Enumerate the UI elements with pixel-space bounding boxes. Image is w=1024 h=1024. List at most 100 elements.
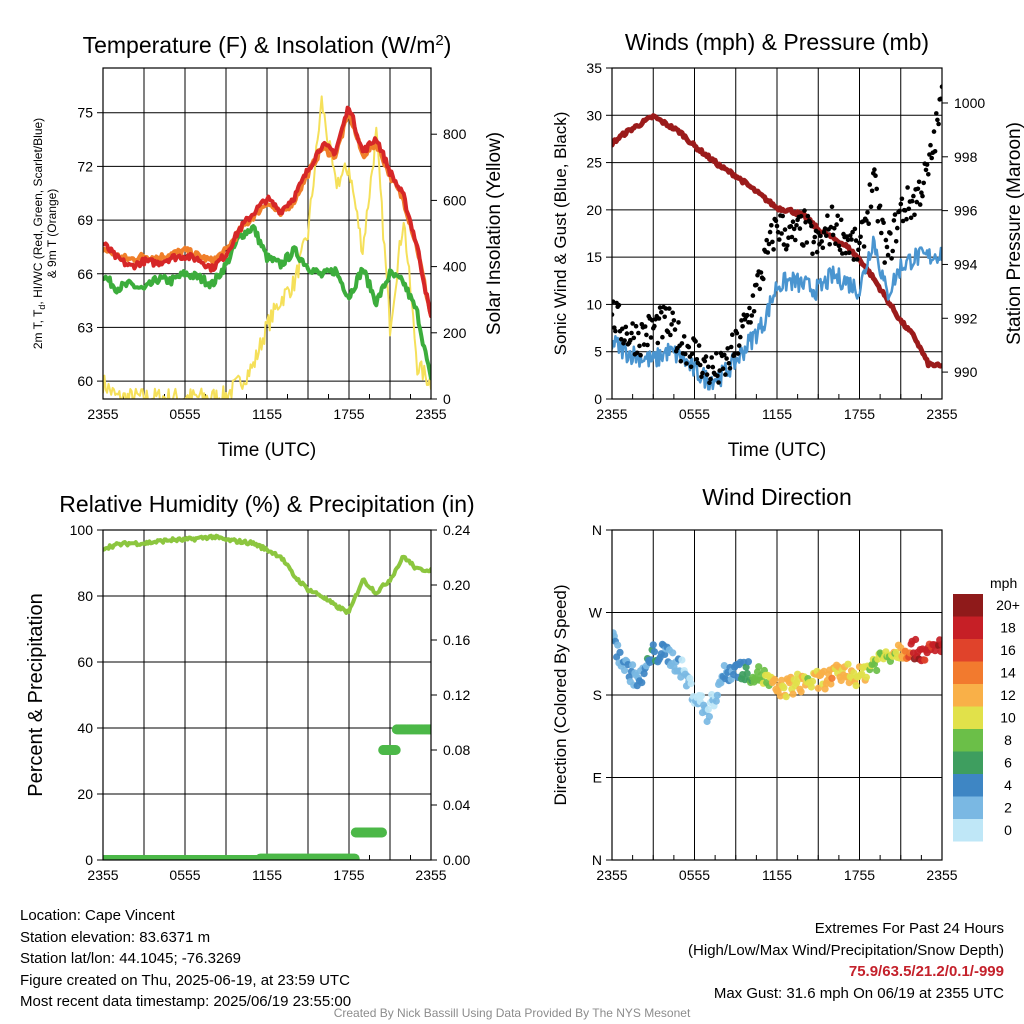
direction-point [938,641,942,649]
gust-point [833,241,838,246]
gust-point [916,179,922,185]
direction-point [912,635,920,644]
gust-point [932,149,938,154]
tick-label-left: S [593,687,602,703]
gust-point [929,155,934,161]
gust-point [879,230,884,236]
y-axis-label-left: Direction (Colored By Speed) [551,584,570,805]
tick-label-left: 5 [594,344,602,360]
gust-point [747,305,752,311]
gust-point [801,243,806,248]
gust-point [754,282,759,288]
gust-point [782,227,788,232]
gust-point [663,306,669,311]
direction-point [852,682,860,690]
gust-point [751,309,757,314]
colorbar-swatch [953,796,983,819]
gust-point [931,129,937,134]
gust-point [908,215,914,221]
direction-point [649,641,657,649]
tick-label-x: 1755 [844,867,875,883]
gust-point [906,206,912,212]
colorbar-swatch [953,684,983,707]
gust-point [679,341,685,346]
gust-point [892,212,898,217]
tick-label-x: 1155 [252,406,282,422]
gust-point [770,239,775,245]
gust-point [669,322,674,327]
gust-point [710,364,716,370]
gust-point [785,243,790,248]
gust-point [868,204,874,210]
gust-point [873,173,878,178]
gust-point [764,237,769,243]
direction-point [742,663,750,671]
gust-point [726,361,732,366]
direction-point [650,648,659,656]
tick-label-right: 990 [954,364,978,380]
gust-point [629,330,634,336]
extremes-info: Extremes For Past 24 Hours (High/Low/Max… [688,918,1004,1004]
gust-point [890,248,895,254]
gust-point [744,312,750,318]
panel-title: Temperature (F) & Insolation (W/m2) [83,32,452,58]
gust-point [843,250,849,256]
direction-point [797,688,805,696]
colorbar-label: 8 [1004,732,1012,748]
tick-label-left: 10 [586,296,602,312]
direction-point [717,679,725,687]
gust-point [707,380,712,386]
tick-label-right: 0.04 [443,797,470,813]
gust-point [704,372,710,377]
tick-label-x: 2355 [926,406,957,422]
figure-created: Figure created on Thu, 2025-06-19, at 23… [20,971,350,989]
gust-point [822,226,828,231]
gust-point [881,220,886,225]
gust-point [668,332,673,338]
gust-point [824,233,829,238]
gust-point [628,337,633,343]
gust-point [697,362,703,368]
gust-point [636,330,641,336]
gust-point [794,223,799,228]
gust-point [686,344,692,350]
gust-point [767,229,773,235]
gust-point [861,244,867,249]
gust-point [761,276,766,282]
gust-point [888,231,893,236]
gust-point [857,240,862,246]
plot-area-rh [103,533,431,860]
gust-point [884,244,890,250]
credit-line: Created By Nick Bassill Using Data Provi… [333,1006,691,1020]
direction-point [931,647,939,655]
max-gust: Max Gust: 31.6 mph On 06/19 at 2355 UTC [713,984,1004,1002]
station-info: Location: Cape Vincent Station elevation… [20,905,351,1013]
gust-point [660,334,665,340]
gust-point [849,237,854,242]
tick-label-right: 0.16 [443,632,470,648]
y-axis-label-right: Solar Insolation (Yellow) [484,132,505,335]
gust-point [838,217,844,223]
colorbar-label: 6 [1004,755,1012,771]
direction-point [921,656,929,664]
gust-point [789,234,795,240]
plot-area-wind [612,84,942,391]
gust-point [889,256,894,261]
gust-point [856,247,861,253]
gust-point [727,365,733,371]
y-axis-label-left: Percent & Precipitation [25,593,47,796]
gust-point [720,366,726,372]
svg-text:Solar Insolation (Yellow): Solar Insolation (Yellow) [484,132,505,335]
svg-text:Percent & Precipitation: Percent & Precipitation [25,593,47,796]
direction-point [705,713,714,721]
direction-point [937,647,942,656]
gust-point [622,338,627,343]
gust-point [755,272,760,278]
gust-point [912,212,917,218]
plot-frame [611,67,943,400]
colorbar-label: 4 [1004,777,1012,793]
tick-label-x: 2355 [926,867,957,883]
tick-label-left: 100 [70,522,94,538]
gust-point [812,234,818,240]
gust-point [877,203,883,209]
